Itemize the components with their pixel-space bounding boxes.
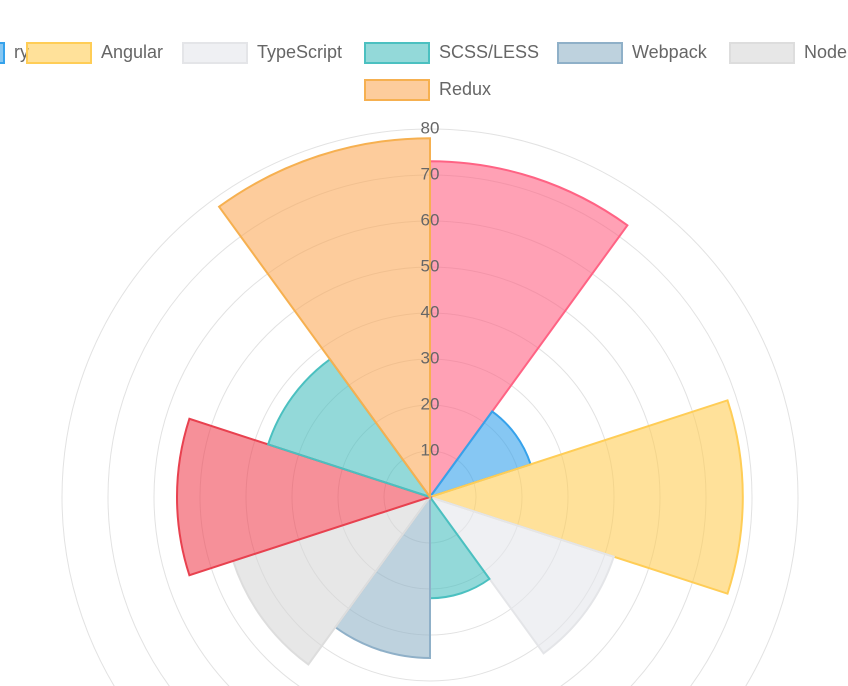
polar-wedge xyxy=(426,399,744,595)
legend-label: TypeScript xyxy=(257,42,342,62)
r-tick-label: 50 xyxy=(421,256,440,275)
polar-wedge xyxy=(217,137,431,501)
legend-swatch xyxy=(364,42,430,64)
grid-ring xyxy=(61,128,799,686)
polar-wedge xyxy=(429,160,629,501)
polar-wedge xyxy=(333,493,431,660)
legend-swatch xyxy=(182,42,248,64)
legend-swatch xyxy=(557,42,623,64)
r-tick-label: 80 xyxy=(421,118,440,137)
legend-swatch xyxy=(26,42,92,64)
legend-label: Webpack xyxy=(632,42,708,62)
r-tick-label: 70 xyxy=(421,164,440,183)
polar-wedge xyxy=(231,495,433,666)
legend-swatch xyxy=(0,42,5,64)
legend-label: ry xyxy=(14,42,29,62)
legend-label: SCSS/LESS xyxy=(439,42,539,62)
polar-wedge xyxy=(266,357,433,499)
r-tick-label: 40 xyxy=(421,302,440,321)
legend-label: Angular xyxy=(101,42,163,62)
r-tick-label: 30 xyxy=(421,348,440,367)
r-tick-label: 60 xyxy=(421,210,440,229)
r-tick-label: 20 xyxy=(421,394,440,413)
legend-label: Node xyxy=(804,42,847,62)
r-tick-label: 10 xyxy=(421,440,440,459)
legend-label: Redux xyxy=(439,79,491,99)
legend-swatch xyxy=(364,79,430,101)
polar-wedge xyxy=(176,417,434,577)
legend-swatch xyxy=(729,42,795,64)
polar-wedge xyxy=(427,495,616,655)
